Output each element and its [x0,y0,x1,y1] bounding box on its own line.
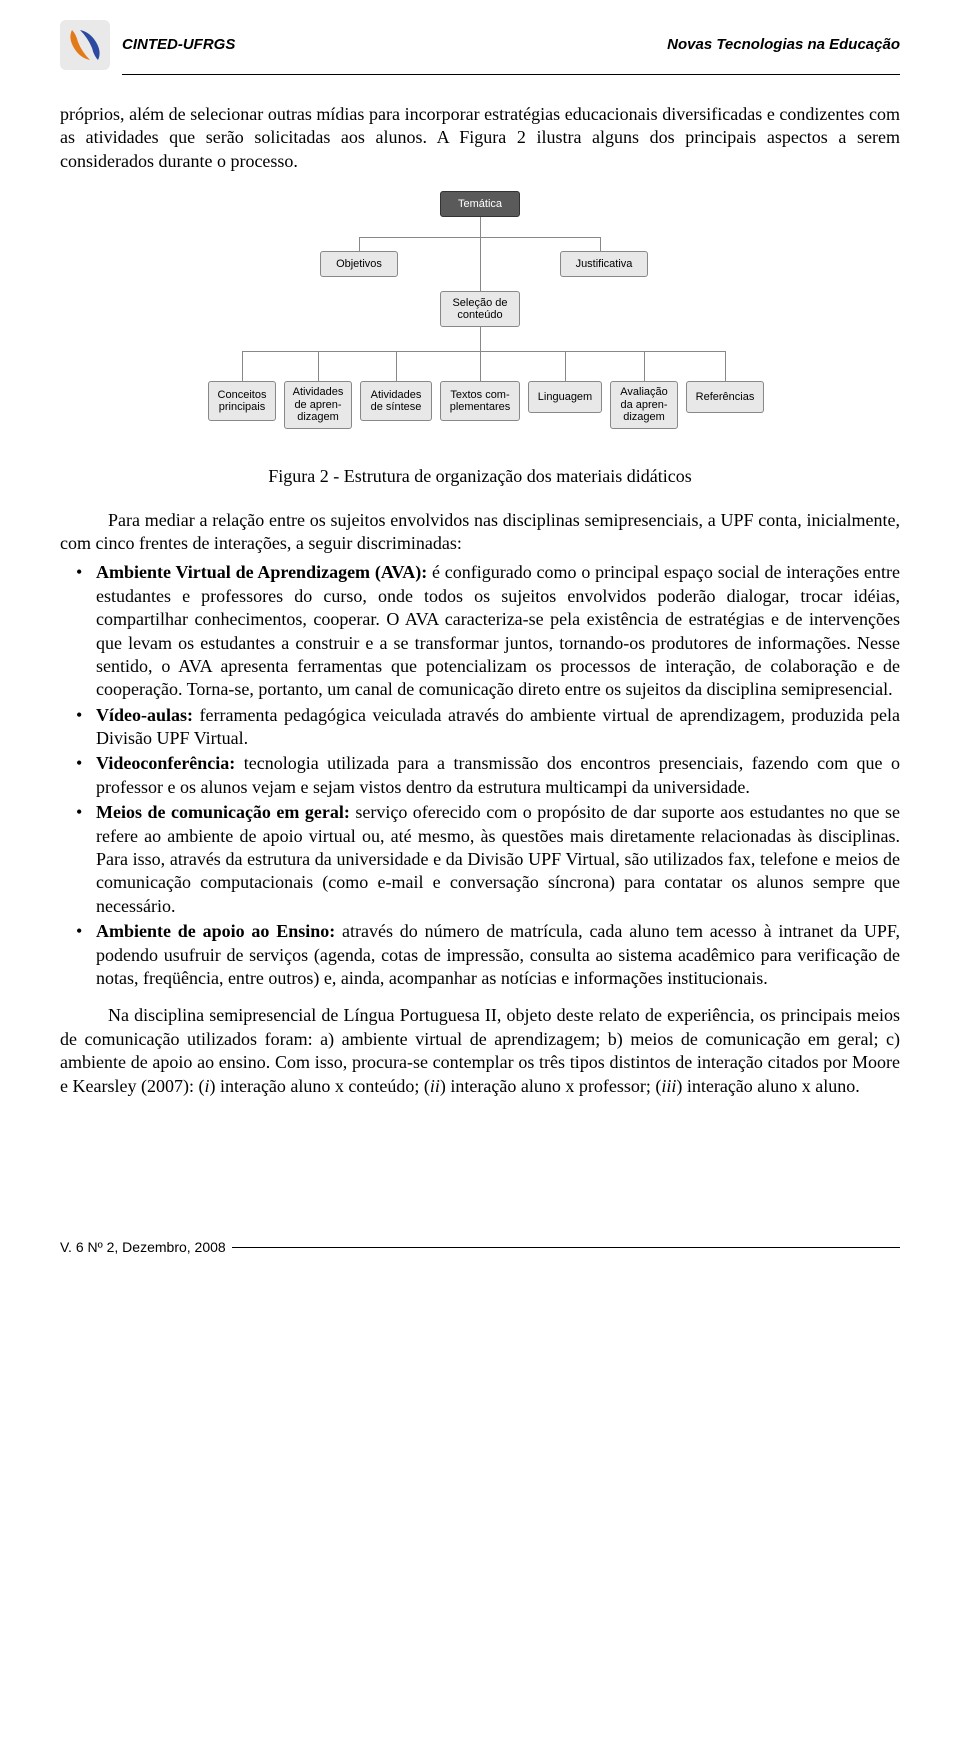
diagram-node-conceitos: Conceitos principais [208,381,276,421]
bullet-title: Ambiente Virtual de Aprendizagem (AVA): [96,562,427,582]
italic-marker: ii [430,1076,440,1096]
header-rule [122,74,900,75]
diagram-connector [644,351,645,381]
figure-caption: Figura 2 - Estrutura de organização dos … [60,465,900,488]
diagram-container: Temática Objetivos Justificativa Seleção de… [60,191,900,441]
diagram-connector [242,351,243,381]
list-item: Ambiente de apoio ao Ensino: através do … [60,920,900,990]
bullet-title: Meios de comunicação em geral: [96,802,350,822]
diagram-connector [480,237,481,291]
diagram-connector [396,351,397,381]
bullet-title: Vídeo-aulas: [96,705,193,725]
diagram-node-ativ_sintese: Atividades de síntese [360,381,432,421]
diagram-node-justificativa: Justificativa [560,251,648,277]
list-item: Ambiente Virtual de Aprendizagem (AVA): … [60,561,900,701]
italic-marker: iii [661,1076,676,1096]
list-item: Vídeo-aulas: ferramenta pedagógica veicu… [60,704,900,751]
bullet-title: Ambiente de apoio ao Ensino: [96,921,335,941]
final-text: ) interação aluno x professor; ( [440,1076,661,1096]
header-left: CINTED-UFRGS [122,35,235,55]
diagram-connector [318,351,319,381]
diagram-node-ativ_aprend: Atividades de apren- dizagem [284,381,352,429]
diagram-connector [725,351,726,381]
final-text: ) interação aluno x aluno. [676,1076,859,1096]
org-diagram: Temática Objetivos Justificativa Seleção de… [200,191,760,441]
header-right: Novas Tecnologias na Educação [667,35,900,55]
diagram-connector [480,217,481,237]
diagram-node-textos: Textos com- plementares [440,381,520,421]
list-item: Videoconferência: tecnologia utilizada p… [60,752,900,799]
diagram-connector [480,327,481,351]
final-text: ) interação aluno x conteúdo; ( [209,1076,429,1096]
bullet-text: é configurado como o principal espaço so… [96,562,900,699]
diagram-node-linguagem: Linguagem [528,381,602,413]
diagram-connector [359,237,360,251]
final-paragraph: Na disciplina semipresencial de Língua P… [60,1004,900,1098]
diagram-connector [480,351,481,381]
bullet-list: Ambiente Virtual de Aprendizagem (AVA): … [60,561,900,990]
diagram-connector [565,351,566,381]
diagram-node-objetivos: Objetivos [320,251,398,277]
diagram-connector [600,237,601,251]
diagram-node-selecao: Seleção de conteúdo [440,291,520,327]
bullet-title: Videoconferência: [96,753,235,773]
lead-paragraph: Para mediar a relação entre os sujeitos … [60,509,900,556]
diagram-node-tematica: Temática [440,191,520,217]
intro-paragraph: próprios, além de selecionar outras mídi… [60,103,900,173]
list-item: Meios de comunicação em geral: serviço o… [60,801,900,918]
bullet-text: ferramenta pedagógica veiculada através … [96,705,900,748]
diagram-node-referencias: Referências [686,381,764,413]
diagram-node-avaliacao: Avaliação da apren- dizagem [610,381,678,429]
cinted-logo-icon [60,20,110,70]
page-header: CINTED-UFRGS Novas Tecnologias na Educaç… [60,20,900,70]
footer-text: V. 6 Nº 2, Dezembro, 2008 [60,1238,226,1256]
diagram-connector [242,351,726,352]
footer-rule [232,1247,900,1248]
page-footer: V. 6 Nº 2, Dezembro, 2008 [60,1238,900,1256]
